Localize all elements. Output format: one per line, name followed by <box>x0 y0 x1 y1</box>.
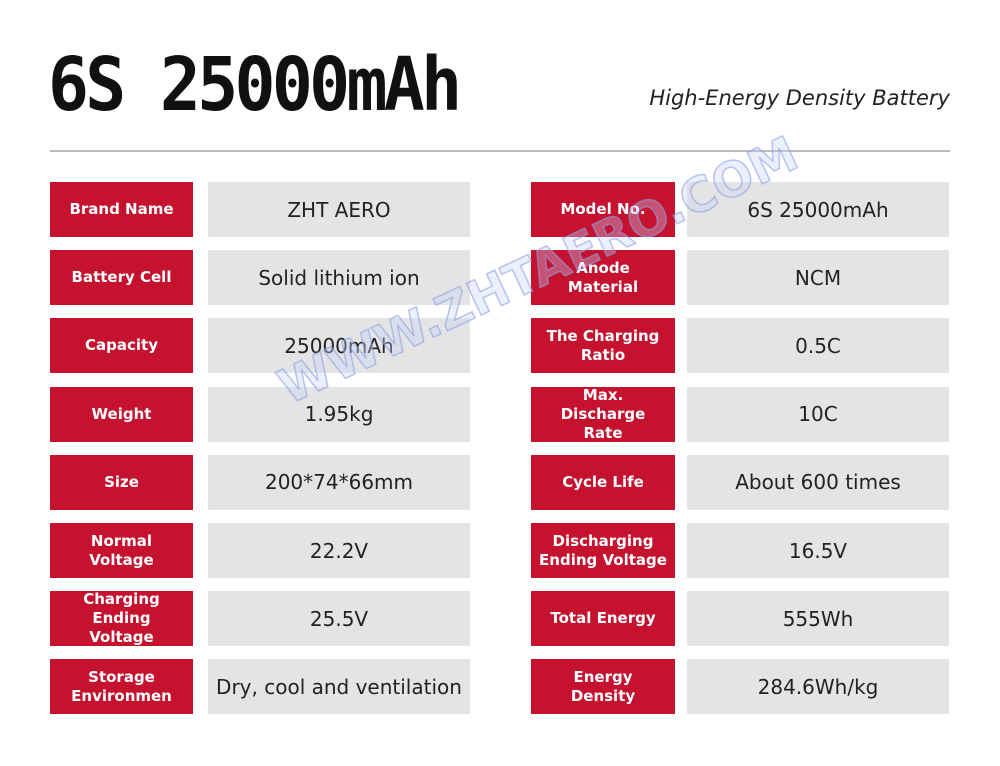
spec-label: Cycle Life <box>531 454 675 510</box>
spec-value: 22.2V <box>208 523 470 578</box>
spec-value: 1.95kg <box>208 386 470 442</box>
spec-value: 6S 25000mAh <box>687 182 949 237</box>
subtitle: High-Energy Density Battery <box>649 86 950 110</box>
title: 6S 25000mAh <box>48 42 462 128</box>
spec-label: Brand Name <box>50 182 193 237</box>
spec-value: 16.5V <box>687 523 949 578</box>
spec-label: Discharging Ending Voltage <box>531 523 675 578</box>
divider <box>50 150 950 152</box>
spec-label: Battery Cell <box>50 250 193 306</box>
spec-value: 10C <box>687 386 949 442</box>
spec-label: Charging Ending Voltage <box>50 590 193 647</box>
spec-value: About 600 times <box>687 454 949 510</box>
spec-value: 25000mAh <box>208 318 470 374</box>
spec-value: 25.5V <box>208 591 470 647</box>
spec-label: Normal Voltage <box>50 523 193 578</box>
spec-label: Anode Material <box>531 250 675 306</box>
spec-value: ZHT AERO <box>208 182 470 237</box>
spec-label: Capacity <box>50 318 193 374</box>
spec-label: Max. Discharge Rate <box>531 386 675 442</box>
spec-value: NCM <box>687 250 949 306</box>
spec-label: Total Energy <box>531 591 675 647</box>
spec-value: Solid lithium ion <box>208 250 470 306</box>
spec-label: Storage Environmen <box>50 659 193 715</box>
spec-label: Weight <box>50 386 193 442</box>
spec-label: The Charging Ratio <box>531 318 675 374</box>
spec-value: 200*74*66mm <box>208 454 470 510</box>
spec-value: 555Wh <box>687 591 949 647</box>
spec-label: Size <box>50 454 193 510</box>
spec-value: 284.6Wh/kg <box>687 659 949 715</box>
spec-value: 0.5C <box>687 318 949 374</box>
spec-label: Energy Density <box>531 659 675 715</box>
spec-value: Dry, cool and ventilation <box>208 659 470 715</box>
spec-label: Model No. <box>531 182 675 237</box>
